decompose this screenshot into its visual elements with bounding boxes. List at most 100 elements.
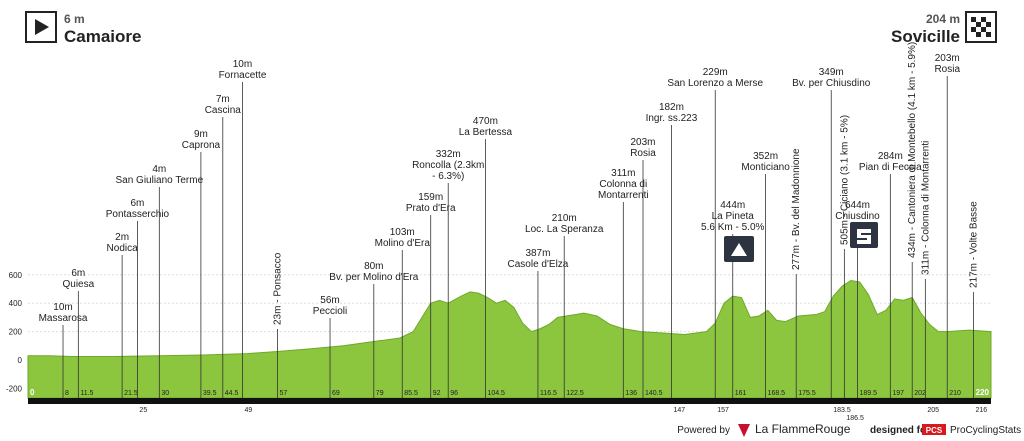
waypoint-km: 189.5 [859, 390, 877, 397]
finish-icon-square [981, 27, 986, 32]
waypoint-km: 57 [280, 390, 288, 397]
waypoint-label: Cascina [205, 105, 242, 116]
waypoint-label: Roncolla (2.3km [412, 160, 484, 171]
waypoint-label: San Giuliano Terme [115, 175, 203, 186]
waypoint-label: 203m [630, 137, 655, 148]
waypoint-km: 79 [376, 390, 384, 397]
waypoint-km: 30 [161, 390, 169, 397]
waypoint-label: San Lorenzo a Merse [667, 78, 763, 89]
waypoint-label: 7m [216, 94, 230, 105]
finish-elevation: 204 m [926, 12, 960, 26]
waypoint-label: 9m [194, 129, 208, 140]
waypoint-km: 116.5 [540, 390, 557, 397]
waypoint-label: Rosia [630, 148, 656, 159]
waypoint-label: 387m [525, 248, 550, 259]
flamme-logo [738, 424, 750, 437]
waypoint-label: 56m [320, 295, 339, 306]
pcs-site: ProCyclingStats [950, 425, 1021, 436]
finish-icon-square [971, 27, 976, 32]
waypoint-label: 5.6 Km - 5.0% [701, 222, 764, 233]
waypoint-label: 311m - Colonna di Montarrenti [920, 141, 931, 275]
waypoint-label: Bv. per Molino d'Era [329, 272, 418, 283]
waypoint-label: 6m [71, 268, 85, 279]
waypoint-label: Nodica [107, 243, 139, 254]
waypoint-km: 122.5 [566, 390, 584, 397]
waypoint-km: 147 [673, 407, 685, 414]
waypoint-label: 505m - Ciciano (3.1 km - 5%) [839, 115, 850, 245]
waypoint-km: 8 [65, 390, 69, 397]
waypoint-label: 182m [659, 102, 684, 113]
waypoint-km: 21.5 [124, 390, 138, 397]
y-tick-label: 200 [9, 328, 23, 337]
waypoint-label: 470m [473, 116, 498, 127]
waypoint-km: 140.5 [645, 390, 663, 397]
waypoint-label: Caprona [182, 140, 221, 151]
finish-icon-square [976, 22, 981, 27]
waypoint-km: 92 [433, 390, 441, 397]
waypoint-km: 186.5 [846, 415, 864, 422]
y-tick-label: -200 [6, 384, 23, 393]
finish-icon-square [981, 17, 986, 22]
waypoint-km: 11.5 [80, 390, 93, 397]
waypoint-km: 136 [625, 390, 637, 397]
waypoint-km: 49 [244, 407, 252, 414]
waypoint-km: 161 [735, 390, 747, 397]
waypoint-label: Ingr. ss.223 [646, 113, 698, 124]
waypoint-label: Prato d'Era [406, 203, 456, 214]
pcs-label: PCS [926, 426, 943, 435]
start-icon [25, 11, 57, 43]
waypoint-label: Rosia [934, 64, 960, 75]
waypoint-label: 6m [130, 198, 144, 209]
designed-for: designed for [870, 425, 930, 436]
waypoint-label: 2m [115, 232, 129, 243]
waypoint-label: 311m [611, 168, 635, 179]
y-tick-label: 400 [9, 299, 23, 308]
waypoint-label: Peccioli [313, 306, 347, 317]
waypoint-label: Bv. per Chiusdino [792, 78, 871, 89]
waypoint-label: Colonna di [599, 179, 647, 190]
waypoint-km: 216 [975, 407, 987, 414]
finish-icon-square [976, 32, 981, 37]
y-tick-label: 600 [9, 271, 23, 280]
waypoint-label: Pian di Feccia [859, 162, 922, 173]
waypoint-km: 202 [914, 390, 926, 397]
waypoint-label: 217m - Volte Basse [968, 201, 979, 288]
km-bar [28, 398, 991, 404]
waypoint-label: 23m - Ponsacco [273, 252, 284, 325]
finish-icon-square [986, 32, 991, 37]
waypoint-label: 80m [364, 261, 383, 272]
waypoint-label: 284m [878, 151, 903, 162]
finish-name: Sovicille [891, 27, 960, 46]
waypoint-label: 434m - Cantoniera di Montebello (4.1 km … [907, 42, 918, 258]
waypoint-label: Pontasserchio [106, 209, 170, 220]
powered-by: Powered by [677, 425, 730, 436]
waypoint-km: 183.5 [833, 407, 851, 414]
start-name: Camaiore [64, 27, 141, 46]
waypoint-label: 444m [720, 200, 745, 211]
waypoint-label: La Bertessa [459, 127, 513, 138]
waypoint-km: 197 [892, 390, 904, 397]
flamme-brand: La FlammeRouge [755, 422, 851, 436]
start-elevation: 6 m [64, 12, 85, 26]
waypoint-label: Fornacette [219, 70, 267, 81]
waypoint-km: 96 [450, 390, 458, 397]
waypoint-label: 210m [552, 213, 577, 224]
waypoint-km: 104.5 [487, 390, 505, 397]
waypoint-km: 157 [717, 407, 729, 414]
climb-icon-mountain [731, 243, 747, 256]
waypoint-label: Molino d'Era [375, 238, 431, 249]
waypoint-label: Massarosa [39, 313, 88, 324]
finish-icon-square [986, 22, 991, 27]
finish-icon-square [971, 17, 976, 22]
waypoint-label: 4m [152, 164, 166, 175]
waypoint-label: 332m [436, 149, 461, 160]
start-icon-arrow [35, 19, 49, 35]
waypoint-km: 69 [332, 390, 340, 397]
waypoint-label: 159m [418, 192, 443, 203]
waypoint-label: - 6.3%) [432, 171, 464, 182]
waypoint-label: La Pineta [712, 211, 755, 222]
waypoint-km: 175.5 [798, 390, 816, 397]
waypoint-label: Monticiano [741, 162, 790, 173]
elevation-area [27, 279, 992, 399]
